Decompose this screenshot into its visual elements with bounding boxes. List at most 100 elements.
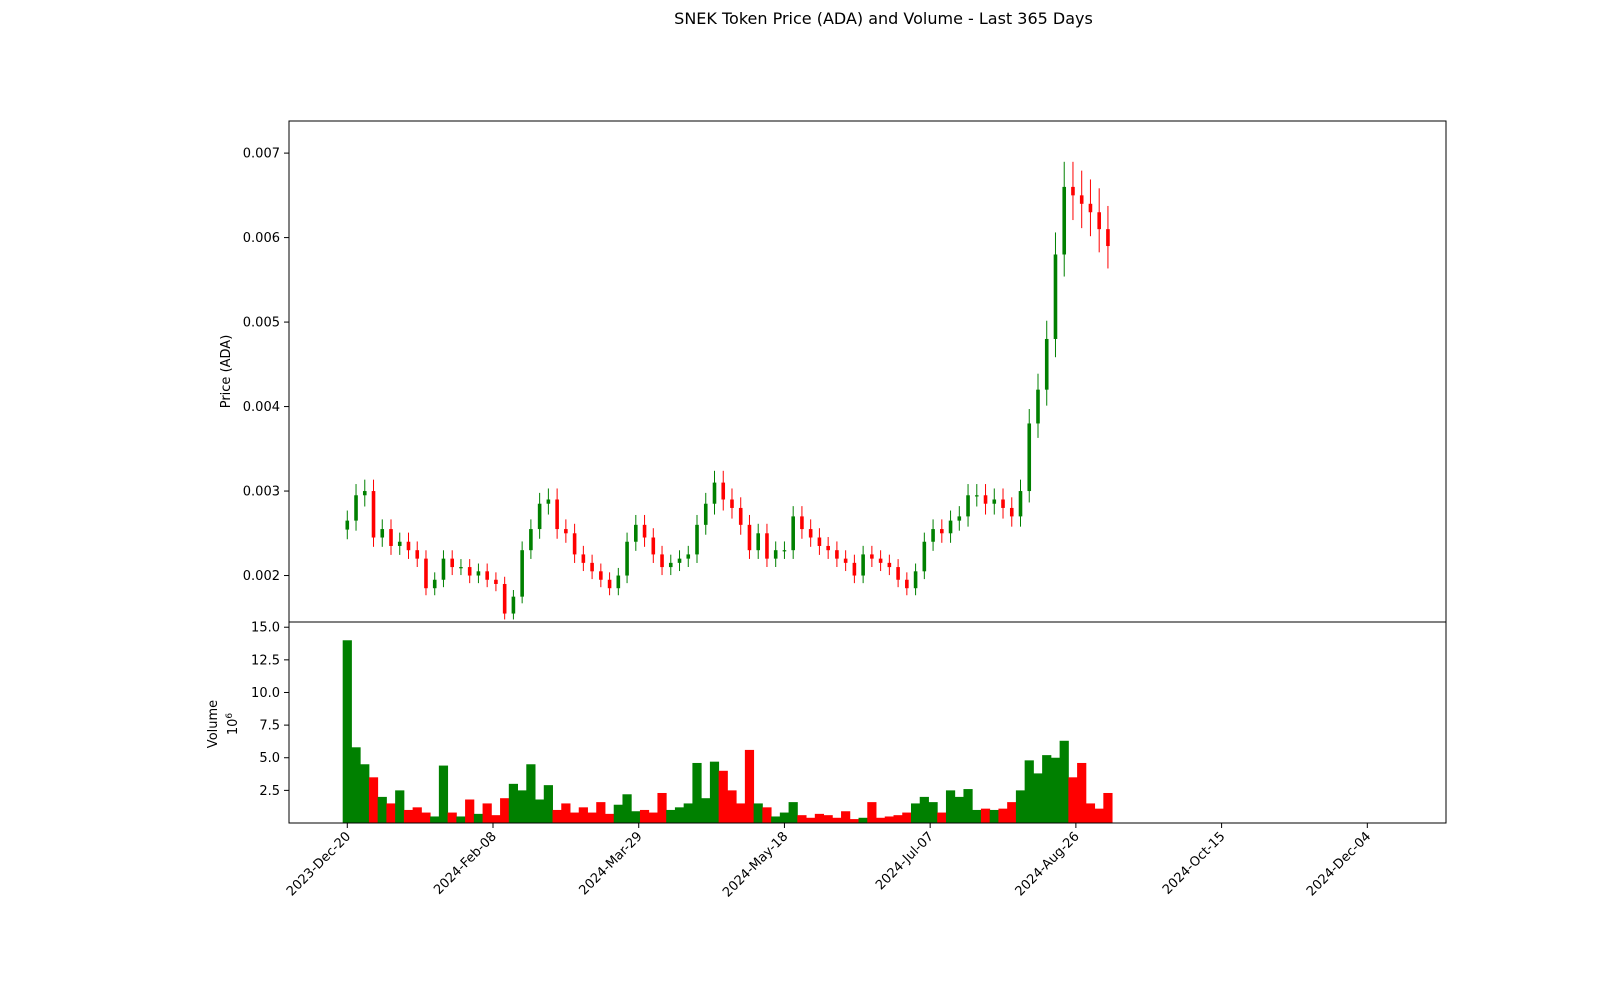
- candle-body: [948, 520, 953, 534]
- candle-body: [502, 583, 507, 614]
- candle-body: [380, 529, 385, 538]
- volume-scale-base: 10: [226, 719, 241, 736]
- candle-body: [362, 491, 367, 496]
- volume-bar: [972, 809, 982, 823]
- volume-bar: [570, 812, 580, 823]
- volume-bar: [578, 807, 588, 823]
- volume-bar: [1059, 740, 1069, 823]
- x-tick-label: 2024-Mar-29: [576, 829, 645, 898]
- candle-body: [1106, 229, 1110, 247]
- volume-bar: [604, 813, 615, 823]
- candle-body: [940, 529, 944, 534]
- candle-body: [773, 550, 778, 559]
- candle-body: [397, 541, 402, 546]
- candle-body: [1071, 186, 1075, 196]
- candle-body: [957, 516, 962, 521]
- candle-body: [992, 499, 997, 504]
- volume-bar: [1015, 790, 1026, 823]
- candle-body: [546, 499, 551, 504]
- price-axis-label: Price (ADA): [219, 335, 234, 409]
- candle-body: [905, 579, 909, 589]
- candle-body: [371, 491, 376, 538]
- candle-body: [878, 558, 883, 563]
- candle-body: [695, 524, 699, 555]
- candle-body: [607, 579, 612, 589]
- candle-body: [817, 537, 822, 546]
- volume-bar: [788, 802, 798, 823]
- x-tick-label: 2024-May-18: [720, 829, 791, 900]
- volume-bar: [517, 790, 527, 823]
- volume-bar: [701, 798, 711, 823]
- volume-bar: [447, 812, 457, 823]
- volume-bar: [1094, 808, 1104, 823]
- volume-bar: [823, 815, 833, 823]
- volume-bar: [1050, 757, 1061, 823]
- candle-body: [808, 529, 813, 538]
- volume-bar: [832, 817, 842, 823]
- volume-bar: [1077, 762, 1087, 823]
- candle-body: [467, 567, 472, 576]
- candle-body: [1027, 423, 1032, 492]
- volume-panel: 2.5 5.0 7.5 10.0 12.5 15.0: [251, 621, 1447, 824]
- volume-bar: [849, 819, 859, 823]
- candle-body: [974, 495, 979, 497]
- candle-body: [651, 537, 656, 555]
- candle-body: [590, 562, 594, 572]
- candle-body: [485, 571, 489, 580]
- volume-bar: [727, 790, 737, 823]
- volume-bar: [884, 816, 894, 823]
- candle-body: [1088, 203, 1093, 213]
- volume-bar: [526, 764, 536, 823]
- candle-body: [450, 558, 455, 568]
- volume-bar: [718, 770, 728, 823]
- candle-body: [599, 571, 603, 580]
- price-tick-label: 0.003: [243, 485, 280, 500]
- candle-body: [555, 499, 559, 530]
- candle-body: [354, 495, 358, 521]
- candle-body: [459, 567, 463, 569]
- candle-body: [494, 579, 498, 584]
- volume-bar: [980, 808, 991, 823]
- volume-bar: [753, 803, 763, 823]
- candle-body: [668, 562, 673, 568]
- volume-bar: [430, 816, 440, 823]
- volume-bar: [893, 815, 903, 823]
- volume-bar: [666, 809, 676, 823]
- volume-bar: [421, 812, 431, 823]
- candle-body: [1079, 195, 1084, 204]
- candle-body: [389, 529, 393, 546]
- volume-bar: [386, 803, 396, 823]
- volume-bar: [945, 790, 956, 823]
- volume-bar: [806, 817, 816, 823]
- x-tick-label: 2024-Feb-08: [431, 829, 500, 898]
- volume-bar: [1103, 792, 1113, 823]
- candle-body: [345, 520, 350, 530]
- volume-bar: [779, 812, 790, 823]
- volume-bar: [709, 761, 720, 823]
- volume-tick-label: 5.0: [259, 751, 280, 766]
- volume-bar: [552, 809, 562, 823]
- volume-bar: [989, 809, 999, 823]
- volume-bar: [587, 812, 597, 823]
- candle-body: [966, 495, 970, 517]
- candle-body: [1001, 499, 1005, 508]
- volume-bar: [368, 777, 379, 823]
- volume-bar: [1042, 755, 1052, 823]
- volume-bar: [736, 803, 746, 823]
- x-axis: 2023-Dec-20 2024-Feb-08 2024-Mar-29 2024-Ma…: [284, 823, 1374, 900]
- price-tick-label: 0.004: [243, 400, 280, 415]
- volume-bar: [1085, 803, 1096, 823]
- candle-body: [1044, 338, 1049, 390]
- volume-bar: [814, 813, 825, 823]
- candle-body: [424, 558, 428, 589]
- candle-body: [922, 541, 927, 572]
- volume-tick-label: 10.0: [251, 686, 280, 701]
- volume-tick-label: 12.5: [251, 653, 280, 668]
- volume-bar: [508, 783, 519, 823]
- x-tick-label: 2024-Oct-15: [1160, 829, 1228, 897]
- volume-bar: [465, 799, 475, 823]
- candle-body: [782, 550, 787, 552]
- volume-bar: [841, 811, 851, 823]
- candle-body: [826, 545, 830, 551]
- candle-body: [931, 529, 935, 542]
